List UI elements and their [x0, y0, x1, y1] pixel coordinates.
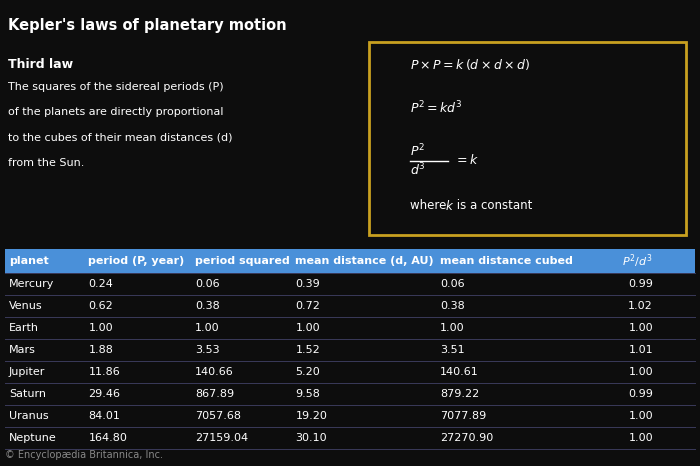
Text: from the Sun.: from the Sun. — [8, 158, 85, 168]
Text: Uranus: Uranus — [9, 411, 48, 421]
Text: The squares of the sidereal periods (P): The squares of the sidereal periods (P) — [8, 82, 223, 91]
Text: period (P, year): period (P, year) — [88, 256, 185, 266]
Text: 27159.04: 27159.04 — [195, 433, 248, 443]
Text: 0.38: 0.38 — [440, 302, 465, 311]
Text: Mercury: Mercury — [9, 279, 55, 289]
Text: © Encyclopædia Britannica, Inc.: © Encyclopædia Britannica, Inc. — [5, 450, 163, 460]
Text: 1.00: 1.00 — [88, 323, 113, 333]
Bar — [5, 249, 695, 274]
Text: Mars: Mars — [9, 345, 36, 355]
Text: mean distance (d, AU): mean distance (d, AU) — [295, 256, 434, 266]
Text: 140.66: 140.66 — [195, 367, 234, 377]
Text: 1.00: 1.00 — [295, 323, 320, 333]
Text: 30.10: 30.10 — [295, 433, 327, 443]
Text: 9.58: 9.58 — [295, 389, 320, 399]
Text: 27270.90: 27270.90 — [440, 433, 494, 443]
Text: 7057.68: 7057.68 — [195, 411, 241, 421]
Text: 140.61: 140.61 — [440, 367, 479, 377]
Text: 0.38: 0.38 — [195, 302, 220, 311]
Text: 0.24: 0.24 — [88, 279, 113, 289]
Text: 0.06: 0.06 — [195, 279, 220, 289]
Text: 1.02: 1.02 — [629, 302, 653, 311]
Text: period squared: period squared — [195, 256, 290, 266]
Text: 0.72: 0.72 — [295, 302, 320, 311]
Text: 1.00: 1.00 — [629, 411, 653, 421]
Text: 0.99: 0.99 — [628, 279, 653, 289]
Text: $\mathit{P}^2 = \mathit{k}\mathit{d}^3$: $\mathit{P}^2 = \mathit{k}\mathit{d}^3$ — [410, 100, 463, 116]
Text: Neptune: Neptune — [9, 433, 57, 443]
Text: $= \mathit{k}$: $= \mathit{k}$ — [454, 153, 480, 167]
Text: 0.39: 0.39 — [295, 279, 320, 289]
Text: 3.53: 3.53 — [195, 345, 220, 355]
Text: 1.00: 1.00 — [440, 323, 465, 333]
Text: 1.00: 1.00 — [629, 367, 653, 377]
Text: 1.01: 1.01 — [629, 345, 653, 355]
Text: $\mathit{P} \times \mathit{P} = \mathit{k}\,(\mathit{d} \times \mathit{d} \times: $\mathit{P} \times \mathit{P} = \mathit{… — [410, 57, 531, 72]
Text: 7077.89: 7077.89 — [440, 411, 486, 421]
Text: of the planets are directly proportional: of the planets are directly proportional — [8, 107, 223, 117]
Text: 867.89: 867.89 — [195, 389, 234, 399]
Text: 11.86: 11.86 — [88, 367, 120, 377]
Text: 0.06: 0.06 — [440, 279, 465, 289]
Text: $\mathit{P}^2$: $\mathit{P}^2$ — [410, 143, 425, 159]
Text: Kepler's laws of planetary motion: Kepler's laws of planetary motion — [8, 18, 286, 33]
Text: 0.99: 0.99 — [628, 389, 653, 399]
Text: Jupiter: Jupiter — [9, 367, 46, 377]
Text: 1.00: 1.00 — [195, 323, 220, 333]
Text: 19.20: 19.20 — [295, 411, 327, 421]
Text: 1.00: 1.00 — [629, 433, 653, 443]
Text: 1.88: 1.88 — [88, 345, 113, 355]
Text: where: where — [410, 199, 450, 212]
Text: planet: planet — [9, 256, 49, 266]
Text: $\mathit{d}^3$: $\mathit{d}^3$ — [410, 162, 426, 178]
Text: $\mathbf{\mathit{P^2/d^3}}$: $\mathbf{\mathit{P^2/d^3}}$ — [622, 253, 653, 270]
Text: $\mathit{k}$: $\mathit{k}$ — [445, 199, 454, 212]
Text: 1.52: 1.52 — [295, 345, 320, 355]
Text: Third law: Third law — [8, 58, 73, 71]
Text: is a constant: is a constant — [453, 199, 533, 212]
Bar — [369, 42, 686, 235]
Text: mean distance cubed: mean distance cubed — [440, 256, 573, 266]
Text: 84.01: 84.01 — [88, 411, 120, 421]
Text: Earth: Earth — [9, 323, 39, 333]
Text: 29.46: 29.46 — [88, 389, 120, 399]
Text: 879.22: 879.22 — [440, 389, 480, 399]
Text: Venus: Venus — [9, 302, 43, 311]
Text: Saturn: Saturn — [9, 389, 46, 399]
Text: 5.20: 5.20 — [295, 367, 320, 377]
Text: to the cubes of their mean distances (d): to the cubes of their mean distances (d) — [8, 133, 232, 143]
Text: 0.62: 0.62 — [88, 302, 113, 311]
Text: 1.00: 1.00 — [629, 323, 653, 333]
Text: 164.80: 164.80 — [88, 433, 127, 443]
Text: 3.51: 3.51 — [440, 345, 465, 355]
